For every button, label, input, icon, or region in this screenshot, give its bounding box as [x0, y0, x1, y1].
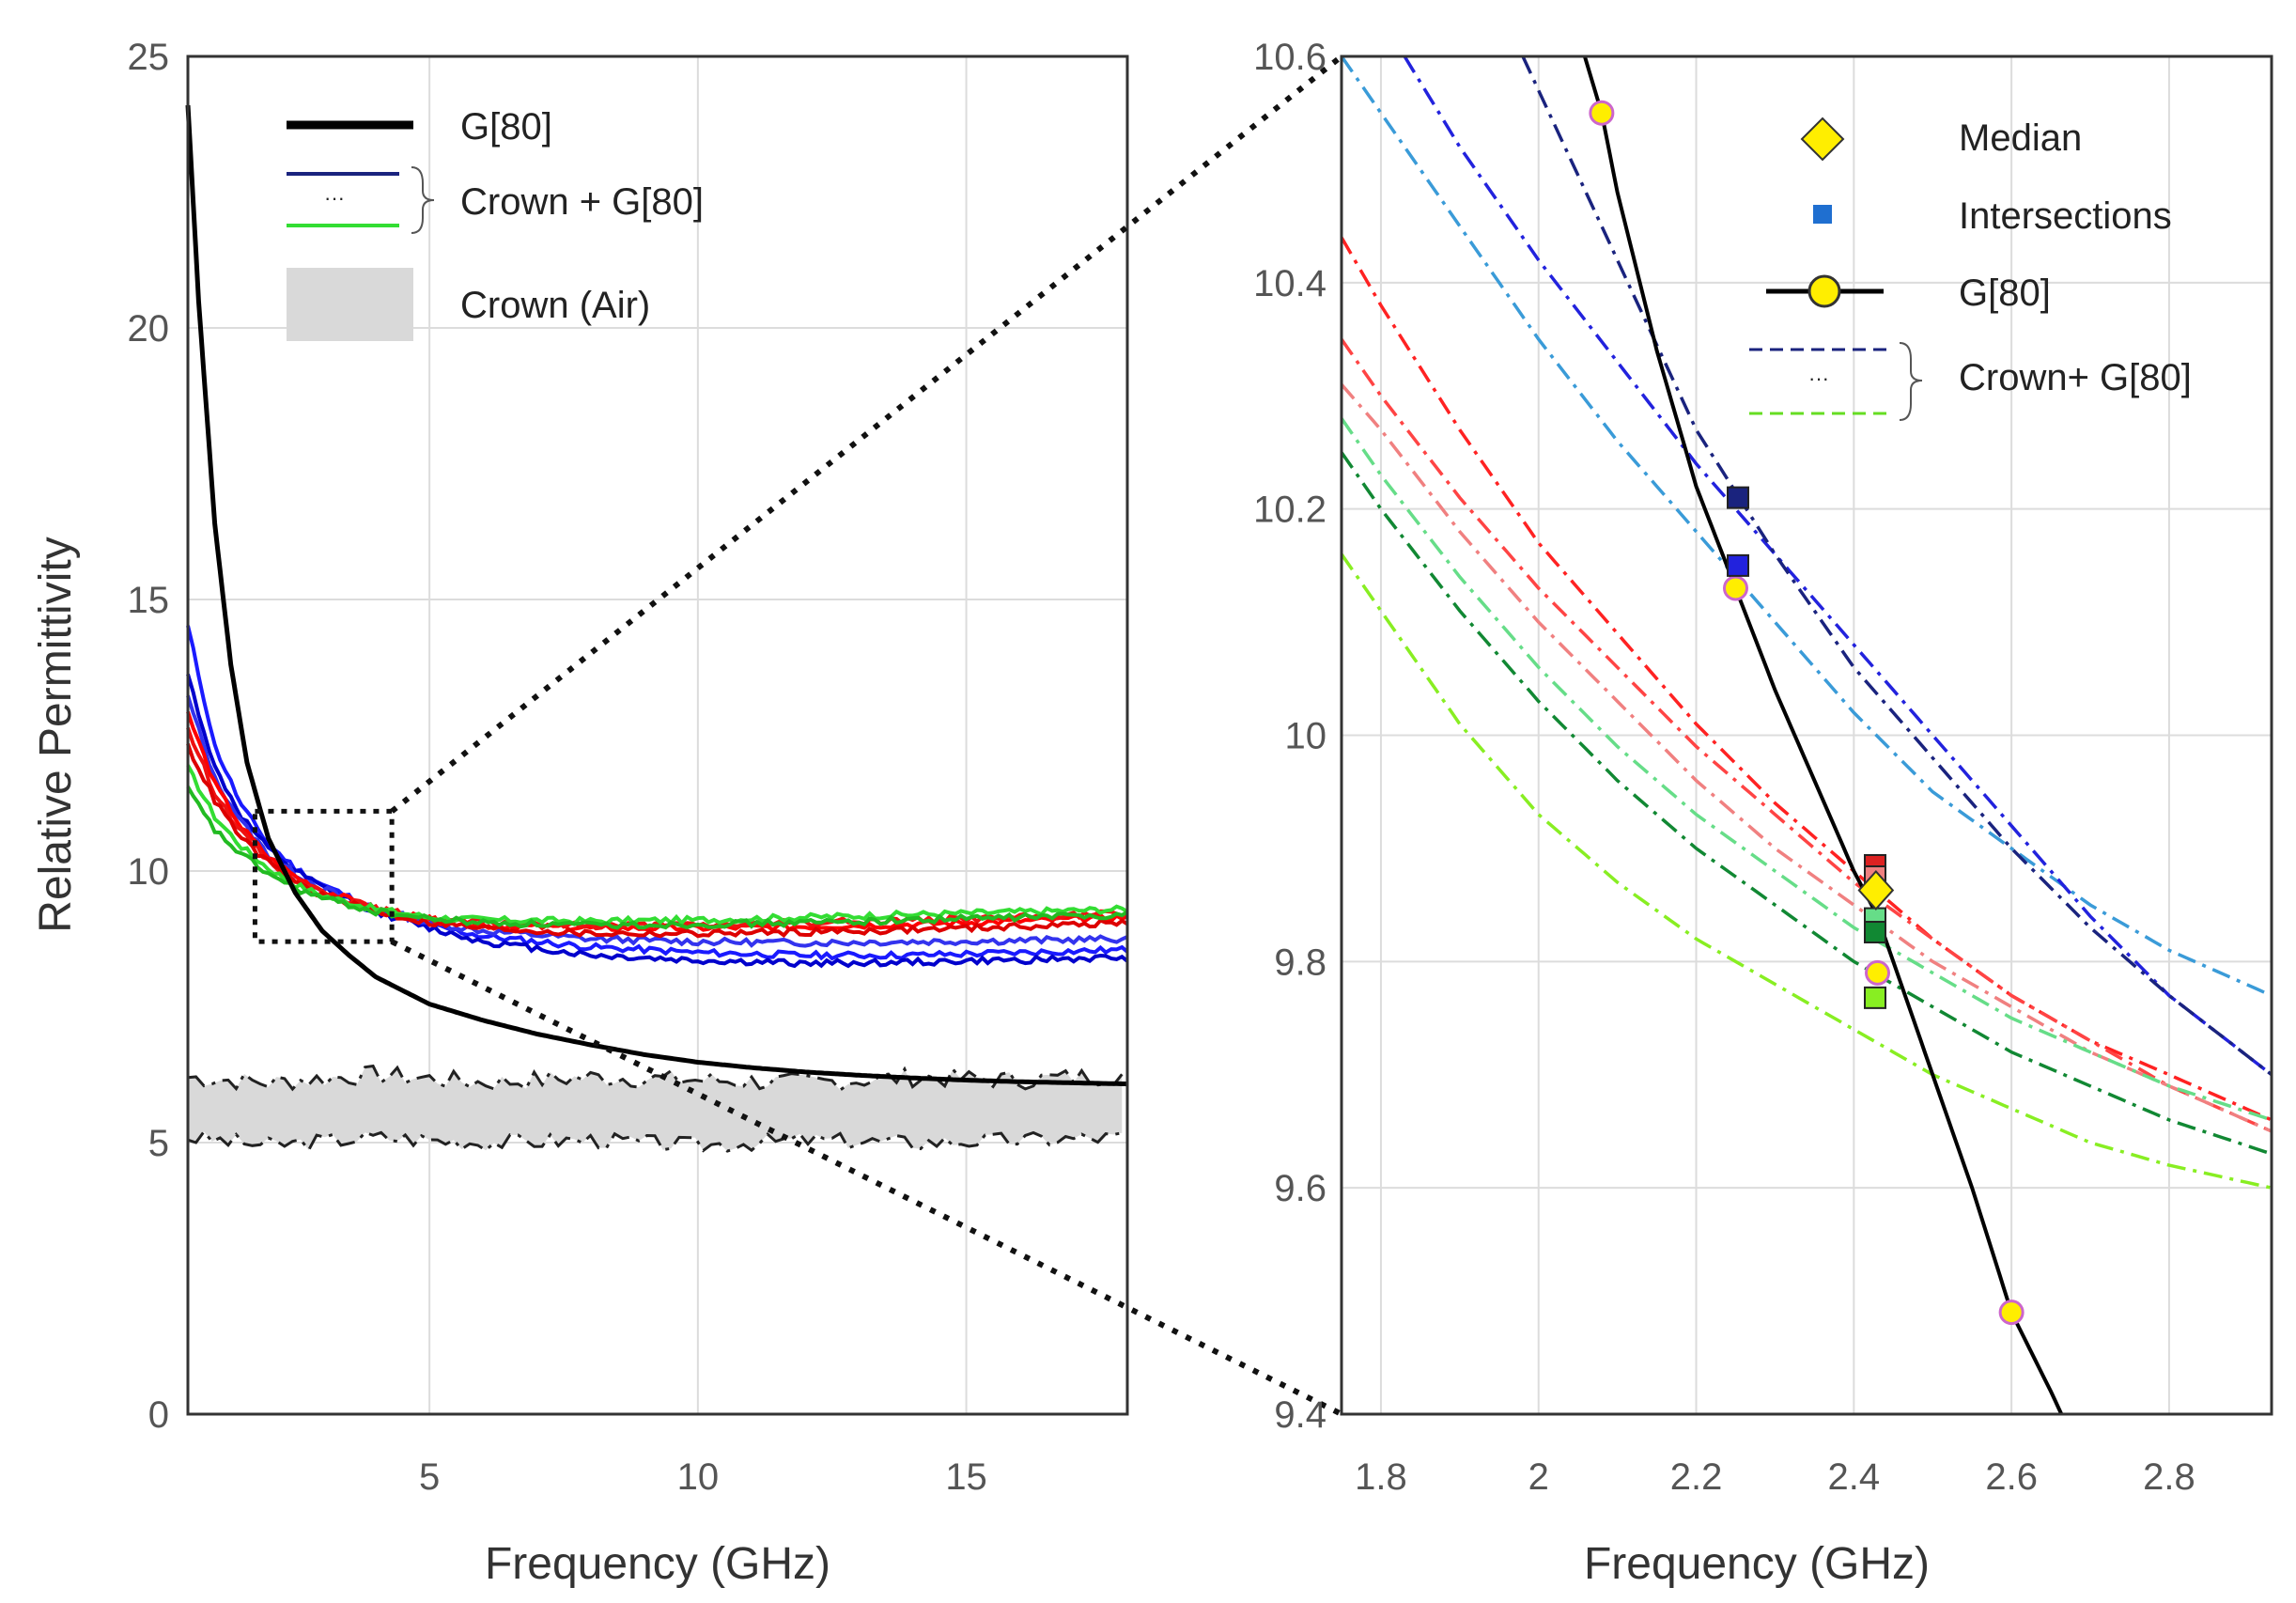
- crown-air-upper-bound: [187, 1064, 1124, 1093]
- right-x-axis-label: Frequency (GHz): [1584, 1539, 1930, 1589]
- g80-marker: [1998, 1300, 2025, 1326]
- right-markers: [1589, 100, 2025, 1326]
- right-x-tick-label: 2.2: [1670, 1456, 1723, 1498]
- left-y-axis-label: Relative Permittivity: [31, 537, 81, 932]
- right-panel: 1.8 2 2.2 2.4 2.6 2.89.49.69.81010.210.410.6 …: [1253, 37, 2273, 1589]
- left-y-tick-label: 5: [148, 1123, 169, 1164]
- right-grid: [1342, 55, 2272, 1415]
- right-y-tick-label: 10.4: [1253, 263, 1326, 304]
- crown-g80-zoom-line: [1342, 451, 2272, 1156]
- crown-g80-zoom-line: [1342, 338, 2272, 1133]
- legend-g80-circle-icon: [1807, 274, 1841, 308]
- legend-crown-g80-label: Crown + G[80]: [460, 181, 704, 223]
- right-y-tick-label: 10.2: [1253, 490, 1326, 531]
- legend-crown-right-dotted-swatch: ···: [1808, 366, 1829, 390]
- left-y-tick-label: 25: [128, 37, 170, 78]
- crown-g80-line: [186, 764, 1129, 926]
- left-panel: 5 10 15 0 5 10 15 20 25 Frequency (GHz) Relative…: [31, 37, 1129, 1589]
- g80-marker: [1722, 575, 1748, 601]
- right-y-tick-label: 9.4: [1274, 1394, 1326, 1436]
- g80-marker: [1589, 100, 1615, 126]
- right-x-tick-label: 2.6: [1985, 1456, 2038, 1498]
- zoom-rectangle: [252, 808, 395, 944]
- crown-g80-zoom-line: [1342, 236, 2272, 1122]
- left-tick-labels: 5 10 15 0 5 10 15 20 25: [128, 37, 987, 1498]
- left-legend: G[80] ··· Crown + G[80] Crown (Air): [287, 106, 704, 341]
- legend-g80-right-label: G[80]: [1959, 272, 2051, 314]
- intersection-marker: [1863, 986, 1886, 1009]
- zoom-box: [252, 808, 395, 944]
- right-x-tick-label: 2.8: [2143, 1456, 2195, 1498]
- legend-right-brace: [1899, 342, 1923, 421]
- legend-crown-air-label: Crown (Air): [460, 285, 650, 326]
- intersection-marker: [1727, 486, 1750, 509]
- crown-g80-zoom-line: [1521, 56, 2272, 1077]
- right-x-tick-label: 2.4: [1828, 1456, 1881, 1498]
- g80-marker: [1865, 959, 1891, 986]
- crown-g80-line: [186, 625, 1129, 961]
- crown-g80-line: [186, 786, 1129, 930]
- left-x-axis-label: Frequency (GHz): [485, 1539, 830, 1589]
- right-legend: Median Intersections G[80] ··· Crown+ G[…: [1749, 117, 2192, 421]
- right-axes-frame: [1340, 54, 2273, 1416]
- crown-air-band: [187, 1064, 1124, 1153]
- right-g80-curve: [1582, 56, 2064, 1414]
- right-x-tick-label: 2: [1528, 1456, 1549, 1498]
- left-x-tick-label: 5: [419, 1456, 440, 1498]
- zoom-connector-bottom: [390, 939, 1343, 1417]
- legend-g80-label: G[80]: [460, 106, 552, 148]
- median-marker: [1857, 869, 1895, 910]
- left-y-tick-label: 10: [128, 851, 170, 893]
- zoom-connector-top: [390, 54, 1343, 814]
- right-y-tick-label: 9.6: [1274, 1168, 1326, 1209]
- crown-g80-line: [186, 694, 1128, 948]
- legend-crown-dotted-swatch: ···: [324, 186, 345, 210]
- legend-crown-air-swatch: [287, 268, 413, 341]
- left-grid: [188, 55, 1127, 1415]
- right-tick-labels: 1.8 2 2.2 2.4 2.6 2.8 9.4 9.6 9.8 10 10.2 10.4 10.6: [1253, 37, 2195, 1498]
- intersection-marker: [1727, 553, 1750, 577]
- left-y-tick-label: 0: [148, 1394, 169, 1436]
- right-y-tick-label: 9.8: [1274, 942, 1326, 983]
- crown-air-lower-bound: [187, 1128, 1123, 1153]
- legend-median-swatch: [1800, 117, 1845, 162]
- crown-g80-zoom-line: [1342, 56, 2272, 998]
- right-series: [1342, 56, 2272, 1190]
- left-y-tick-label: 15: [128, 580, 170, 621]
- crown-g80-zoom-line: [1342, 417, 2272, 1122]
- legend-median-label: Median: [1959, 117, 2082, 159]
- right-x-tick-label: 1.8: [1355, 1456, 1407, 1498]
- zoom-connectors: [390, 54, 1343, 1417]
- legend-brace: [411, 166, 435, 234]
- left-series: [185, 104, 1129, 1087]
- right-y-tick-label: 10: [1285, 716, 1327, 757]
- left-x-tick-label: 15: [945, 1456, 987, 1498]
- legend-crown-right-label: Crown+ G[80]: [1959, 357, 2192, 398]
- crown-g80-zoom-line: [1342, 552, 2272, 1190]
- legend-intersections-swatch: [1813, 205, 1832, 224]
- g80-line: [185, 104, 1128, 1087]
- right-y-tick-label: 10.6: [1253, 37, 1326, 78]
- intersection-marker: [1863, 921, 1886, 944]
- legend-intersections-label: Intersections: [1959, 195, 2172, 237]
- left-y-tick-label: 20: [128, 308, 170, 350]
- crown-air-band-fill: [188, 1066, 1123, 1152]
- left-axes-frame: [186, 54, 1129, 1416]
- g80-zoom-line: [1582, 56, 2064, 1414]
- crown-g80-zoom-line: [1403, 56, 2272, 1077]
- left-x-tick-label: 10: [677, 1456, 720, 1498]
- crown-g80-line: [186, 742, 1129, 939]
